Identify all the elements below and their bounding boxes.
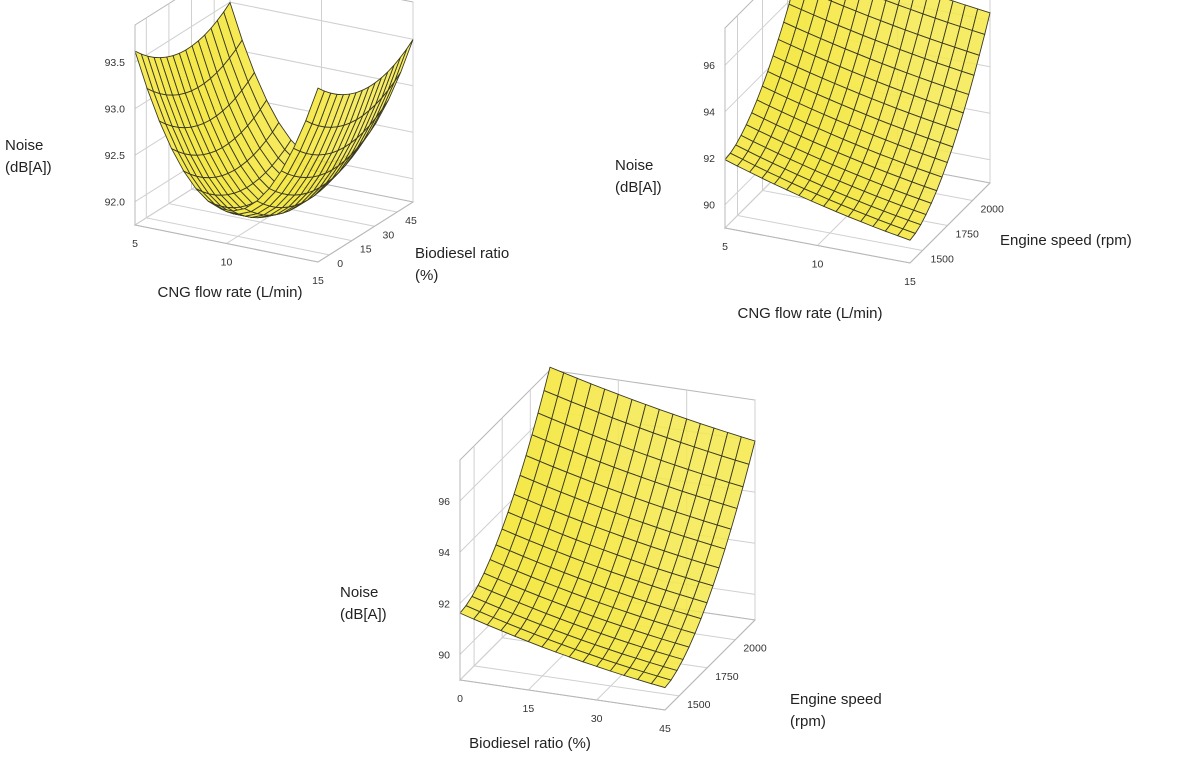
- z-axis-ticks: 90 92 94 96: [438, 496, 450, 661]
- y-tick-label: 2000: [981, 204, 1005, 216]
- y-axis-title: (rpm): [790, 713, 826, 730]
- y-axis-title: Engine speed (rpm): [1000, 232, 1132, 249]
- z-axis-ticks: 90 92 94 96: [703, 60, 715, 212]
- y-tick-label: 1750: [956, 229, 980, 241]
- x-axis-ticks: 5 10 15: [132, 238, 324, 287]
- x-axis-title: CNG flow rate (L/min): [737, 305, 882, 322]
- y-axis-ticks: 0 15 30 45: [337, 215, 417, 270]
- x-tick-label: 5: [722, 241, 728, 253]
- y-axis-title: Engine speed: [790, 691, 882, 708]
- x-tick-label: 5: [132, 238, 138, 250]
- z-axis-title: Noise: [5, 137, 43, 154]
- x-tick-label: 15: [904, 276, 916, 288]
- axis-titles-1: Noise (dB[A]) CNG flow rate (L/min) Biodies…: [5, 137, 509, 301]
- z-tick-label: 96: [438, 496, 450, 508]
- y-tick-label: 1750: [715, 671, 739, 683]
- y-axis-ticks: 1500 1750 2000: [931, 204, 1005, 266]
- y-axis-title: (%): [415, 267, 438, 284]
- y-tick-label: 1500: [687, 699, 711, 711]
- surface-plot-1: 92.0 92.5 93.0 93.5 5 10 15 0 15 30 45: [105, 0, 417, 287]
- y-tick-label: 2000: [743, 643, 767, 655]
- z-tick-label: 92: [703, 153, 715, 165]
- x-axis-ticks: 5 10 15: [722, 241, 916, 288]
- z-axis-title: Noise: [615, 157, 653, 174]
- z-axis-title: Noise: [340, 584, 378, 601]
- response-surface: [134, 1, 414, 219]
- x-tick-label: 30: [591, 713, 603, 725]
- x-axis-title: CNG flow rate (L/min): [157, 284, 302, 301]
- y-tick-label: 0: [337, 258, 343, 270]
- surface-plot-2: 90 92 94 96 5 10 15 1500 1750 2000: [703, 0, 1004, 288]
- y-tick-label: 45: [405, 215, 417, 227]
- x-tick-label: 15: [522, 703, 534, 715]
- y-tick-label: 15: [360, 244, 372, 256]
- z-tick-label: 92.5: [105, 150, 126, 162]
- z-tick-label: 94: [438, 547, 450, 559]
- z-tick-label: 92.0: [105, 197, 126, 209]
- response-surface: [724, 0, 991, 241]
- z-axis-title: (dB[A]): [615, 179, 662, 196]
- y-axis-title: Biodiesel ratio: [415, 245, 509, 262]
- x-axis-title: Biodiesel ratio (%): [469, 735, 591, 752]
- z-axis-title: (dB[A]): [5, 159, 52, 176]
- surface-cell: [896, 228, 917, 241]
- z-axis-ticks: 92.0 92.5 93.0 93.5: [105, 57, 126, 209]
- z-tick-label: 93.0: [105, 104, 126, 116]
- y-axis-ticks: 1500 1750 2000: [687, 643, 767, 711]
- z-tick-label: 96: [703, 60, 715, 72]
- y-tick-label: 30: [383, 229, 395, 241]
- x-tick-label: 0: [457, 693, 463, 705]
- z-tick-label: 93.5: [105, 57, 126, 69]
- response-surface: [459, 366, 756, 689]
- surface-plot-3: 90 92 94 96 0 15 30 45 1500 1750 2000: [438, 366, 767, 735]
- surface-cell: [650, 675, 672, 689]
- x-tick-label: 45: [659, 723, 671, 735]
- x-tick-label: 15: [312, 275, 324, 287]
- x-tick-label: 10: [221, 257, 233, 269]
- axis-titles-3: Noise (dB[A]) Biodiesel ratio (%) Engine sp…: [340, 584, 882, 752]
- z-tick-label: 90: [438, 649, 450, 661]
- x-tick-label: 10: [812, 259, 824, 271]
- surface-cell: [305, 87, 325, 125]
- y-tick-label: 1500: [931, 254, 955, 266]
- z-tick-label: 94: [703, 107, 715, 119]
- z-tick-label: 90: [703, 200, 715, 212]
- z-axis-title: (dB[A]): [340, 606, 387, 623]
- z-tick-label: 92: [438, 598, 450, 610]
- x-axis-ticks: 0 15 30 45: [457, 693, 671, 735]
- axis-titles-2: Noise (dB[A]) CNG flow rate (L/min) Engine …: [615, 157, 1132, 322]
